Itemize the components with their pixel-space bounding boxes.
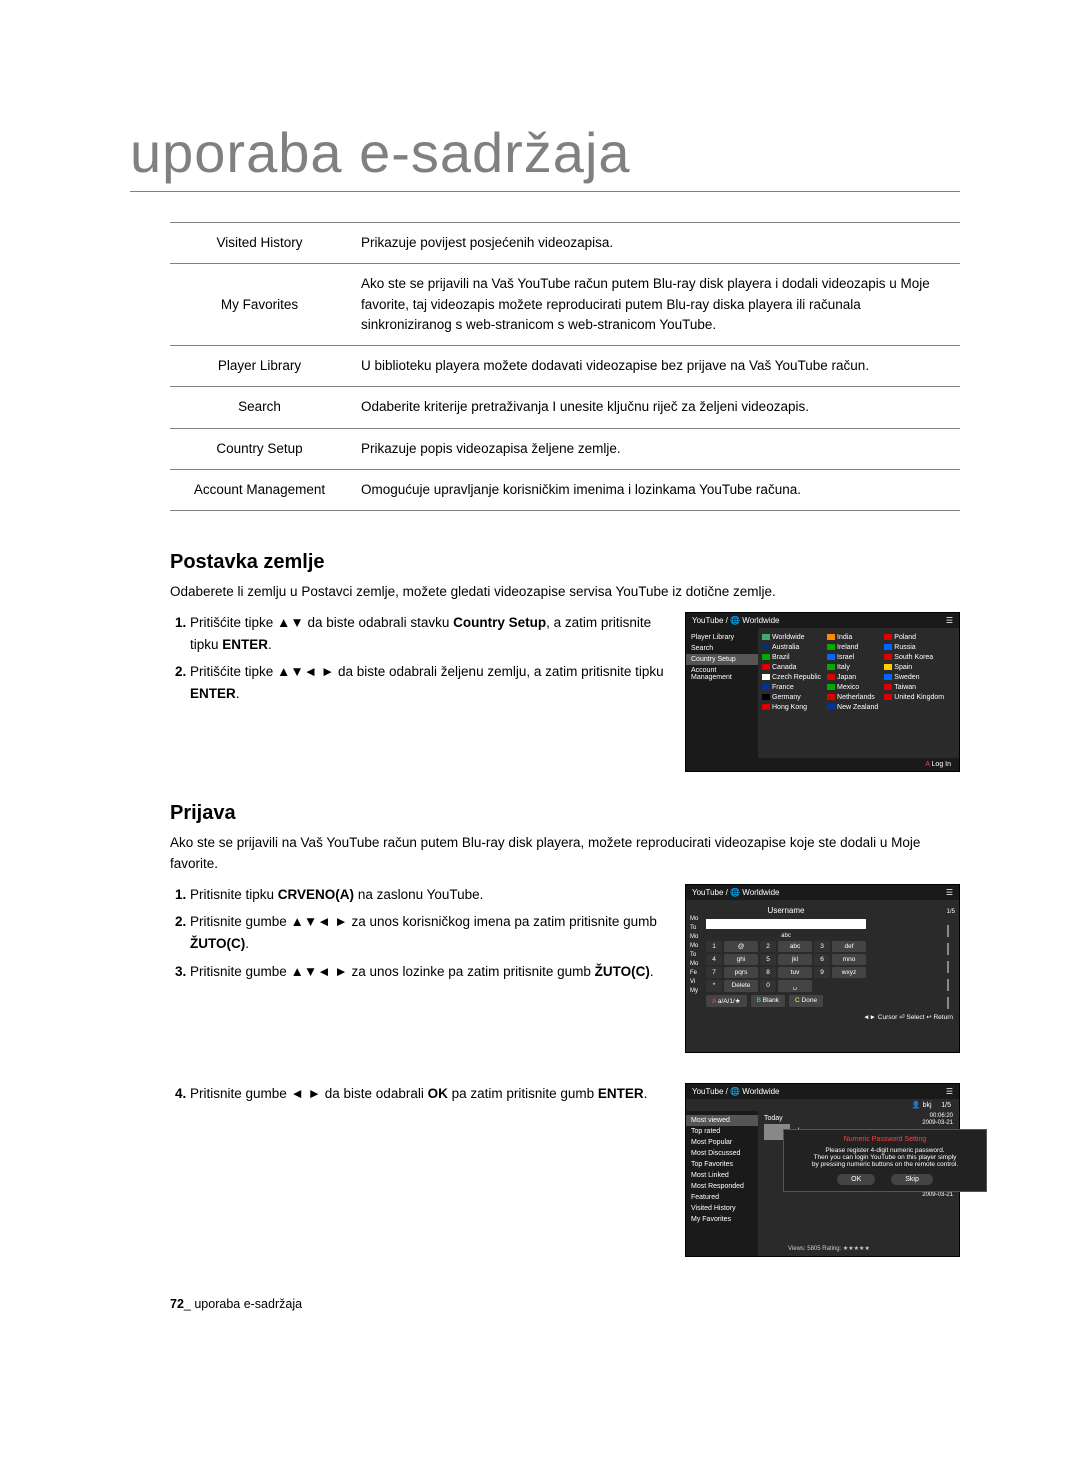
ss2-header-icon: ☰ bbox=[946, 888, 953, 897]
table-row-desc: U biblioteku playera možete dodavati vid… bbox=[349, 346, 960, 387]
ss2-page: 1/5 bbox=[947, 909, 955, 915]
table-row-label: Account Management bbox=[170, 469, 349, 510]
prijava-s2-b: ŽUTO(C) bbox=[190, 936, 245, 951]
table-row-desc: Odaberite kriterije pretraživanja I unes… bbox=[349, 387, 960, 428]
features-table: Visited HistoryPrikazuje povijest posjeć… bbox=[170, 222, 960, 511]
prijava-s4-b1: OK bbox=[428, 1086, 448, 1101]
ss1-footer: Log In bbox=[932, 761, 951, 768]
ss1-header-left: YouTube / bbox=[692, 616, 730, 625]
ss2-input bbox=[706, 919, 866, 929]
ss2-header-country: Worldwide bbox=[742, 888, 779, 897]
postavka-step2-pre: Pritišćite tipke ▲▼◄ ► da biste odabrali… bbox=[190, 664, 664, 679]
page-footer: 72_ uporaba e-sadržaja bbox=[170, 1297, 960, 1311]
ss3-header-country: Worldwide bbox=[742, 1087, 779, 1096]
ss3-dialog-title: Numeric Password Setting bbox=[790, 1136, 980, 1143]
ss1-sidebar: Player LibrarySearchCountry SetupAccount… bbox=[686, 628, 758, 758]
ss3-header-icon: ☰ bbox=[946, 1087, 953, 1096]
ss3-dialog-l1: Please register 4-digit numeric password… bbox=[790, 1147, 980, 1154]
screenshot-country-setup: YouTube / 🌐 Worldwide ☰ Player LibrarySe… bbox=[685, 612, 960, 772]
ss1-col3: PolandRussiaSouth KoreaSpainSwedenTaiwan… bbox=[884, 634, 944, 752]
ss2-bottom-left: A a/A/1/★ bbox=[706, 995, 747, 1007]
postavka-step1-b1: Country Setup bbox=[453, 615, 546, 630]
ss2-title: Username bbox=[706, 906, 866, 915]
postavka-steps: Pritišćite tipke ▲▼ da biste odabrali st… bbox=[170, 612, 665, 704]
postavka-step2-b: ENTER bbox=[190, 686, 236, 701]
postavka-intro: Odaberete li zemlju u Postavci zemlje, m… bbox=[170, 582, 960, 602]
ss2-bottom-right: C Done bbox=[789, 995, 823, 1007]
table-row-desc: Omogućuje upravljanje korisničkim imenim… bbox=[349, 469, 960, 510]
ss1-header-icon: ☰ bbox=[946, 616, 953, 625]
ss1-header-country: Worldwide bbox=[742, 616, 779, 625]
ss3-sidebar: Most viewedTop ratedMost PopularMost Dis… bbox=[686, 1111, 758, 1256]
ss3-ok-button[interactable]: OK bbox=[837, 1174, 875, 1185]
prijava-steps-1: Pritisnite tipku CRVENO(A) na zaslonu Yo… bbox=[170, 884, 665, 982]
table-row-desc: Prikazuje popis videozapisa željene zeml… bbox=[349, 428, 960, 469]
ss1-col1: WorldwideAustraliaBrazilCanadaCzech Repu… bbox=[762, 634, 821, 752]
ss3-page: 1/5 bbox=[941, 1102, 951, 1109]
ss3-dialog-l2: Then you can login YouTube on this playe… bbox=[790, 1154, 980, 1161]
table-row-label: Player Library bbox=[170, 346, 349, 387]
table-row-desc: Prikazuje povijest posjećenih videozapis… bbox=[349, 223, 960, 264]
ss3-dialog-l3: by pressing numeric buttons on the remot… bbox=[790, 1161, 980, 1168]
ss3-item-meta: Views: 5805 Rating: ★★★★★ bbox=[788, 1245, 870, 1252]
table-row-label: Country Setup bbox=[170, 428, 349, 469]
table-row-label: My Favorites bbox=[170, 264, 349, 346]
prijava-s2-pre: Pritisnite gumbe ▲▼◄ ► za unos korisničk… bbox=[190, 914, 657, 929]
prijava-s1-pre: Pritisnite tipku bbox=[190, 887, 278, 902]
footer-text: uporaba e-sadržaja bbox=[194, 1297, 302, 1311]
postavka-step1-pre: Pritišćite tipke ▲▼ da biste odabrali st… bbox=[190, 615, 453, 630]
prijava-s4-pre: Pritisnite gumbe ◄ ► da biste odabrali bbox=[190, 1086, 428, 1101]
page-heading: uporaba e-sadržaja bbox=[130, 120, 960, 192]
ss2-footer: ◄► Cursor ⏎ Select ↩ Return bbox=[692, 1013, 953, 1021]
prijava-s3-pre: Pritisnite gumbe ▲▼◄ ► za unos lozinke p… bbox=[190, 964, 595, 979]
ss2-bottom-mid: B Blank bbox=[751, 995, 785, 1007]
ss1-col2: IndiaIrelandIsraelItalyJapanMexicoNether… bbox=[827, 634, 878, 752]
table-row-desc: Ako ste se prijavili na Vaš YouTube raču… bbox=[349, 264, 960, 346]
ss3-skip-button[interactable]: Skip bbox=[891, 1174, 933, 1185]
prijava-s4-mid: pa zatim pritisnite gumb bbox=[448, 1086, 598, 1101]
section-postavka-title: Postavka zemlje bbox=[170, 551, 960, 574]
ss2-keypad: 1@2abc3def4ghi5jkl6mno7pqrs8tuv9wxyz*Del… bbox=[706, 941, 866, 992]
ss2-header-left: YouTube / bbox=[692, 888, 730, 897]
postavka-step1-b2: ENTER bbox=[222, 637, 268, 652]
prijava-s4-b2: ENTER bbox=[598, 1086, 644, 1101]
ss1-footer-prefix: A bbox=[925, 761, 929, 768]
ss2-side-labels: MoToMoMoToMoFeViMy bbox=[690, 915, 698, 996]
table-row-label: Visited History bbox=[170, 223, 349, 264]
screenshot-password-dialog: YouTube / 🌐 Worldwide ☰ 👤 bkj 1/5 Most v… bbox=[685, 1083, 960, 1257]
prijava-s1-post: na zaslonu YouTube. bbox=[354, 887, 483, 902]
ss3-user: bkj bbox=[923, 1102, 932, 1109]
screenshot-keypad: YouTube / 🌐 Worldwide ☰ MoToMoMoToMoFeVi… bbox=[685, 884, 960, 1053]
prijava-intro: Ako ste se prijavili na Vaš YouTube raču… bbox=[170, 833, 960, 874]
prijava-s3-b: ŽUTO(C) bbox=[595, 964, 650, 979]
section-prijava-title: Prijava bbox=[170, 802, 960, 825]
prijava-s1-b: CRVENO(A) bbox=[278, 887, 354, 902]
ss3-header-left: YouTube / bbox=[692, 1087, 730, 1096]
prijava-steps-2: Pritisnite gumbe ◄ ► da biste odabrali O… bbox=[170, 1083, 665, 1105]
table-row-label: Search bbox=[170, 387, 349, 428]
ss3-dialog: Numeric Password Setting Please register… bbox=[783, 1129, 987, 1192]
page-number: 72 bbox=[170, 1297, 184, 1311]
